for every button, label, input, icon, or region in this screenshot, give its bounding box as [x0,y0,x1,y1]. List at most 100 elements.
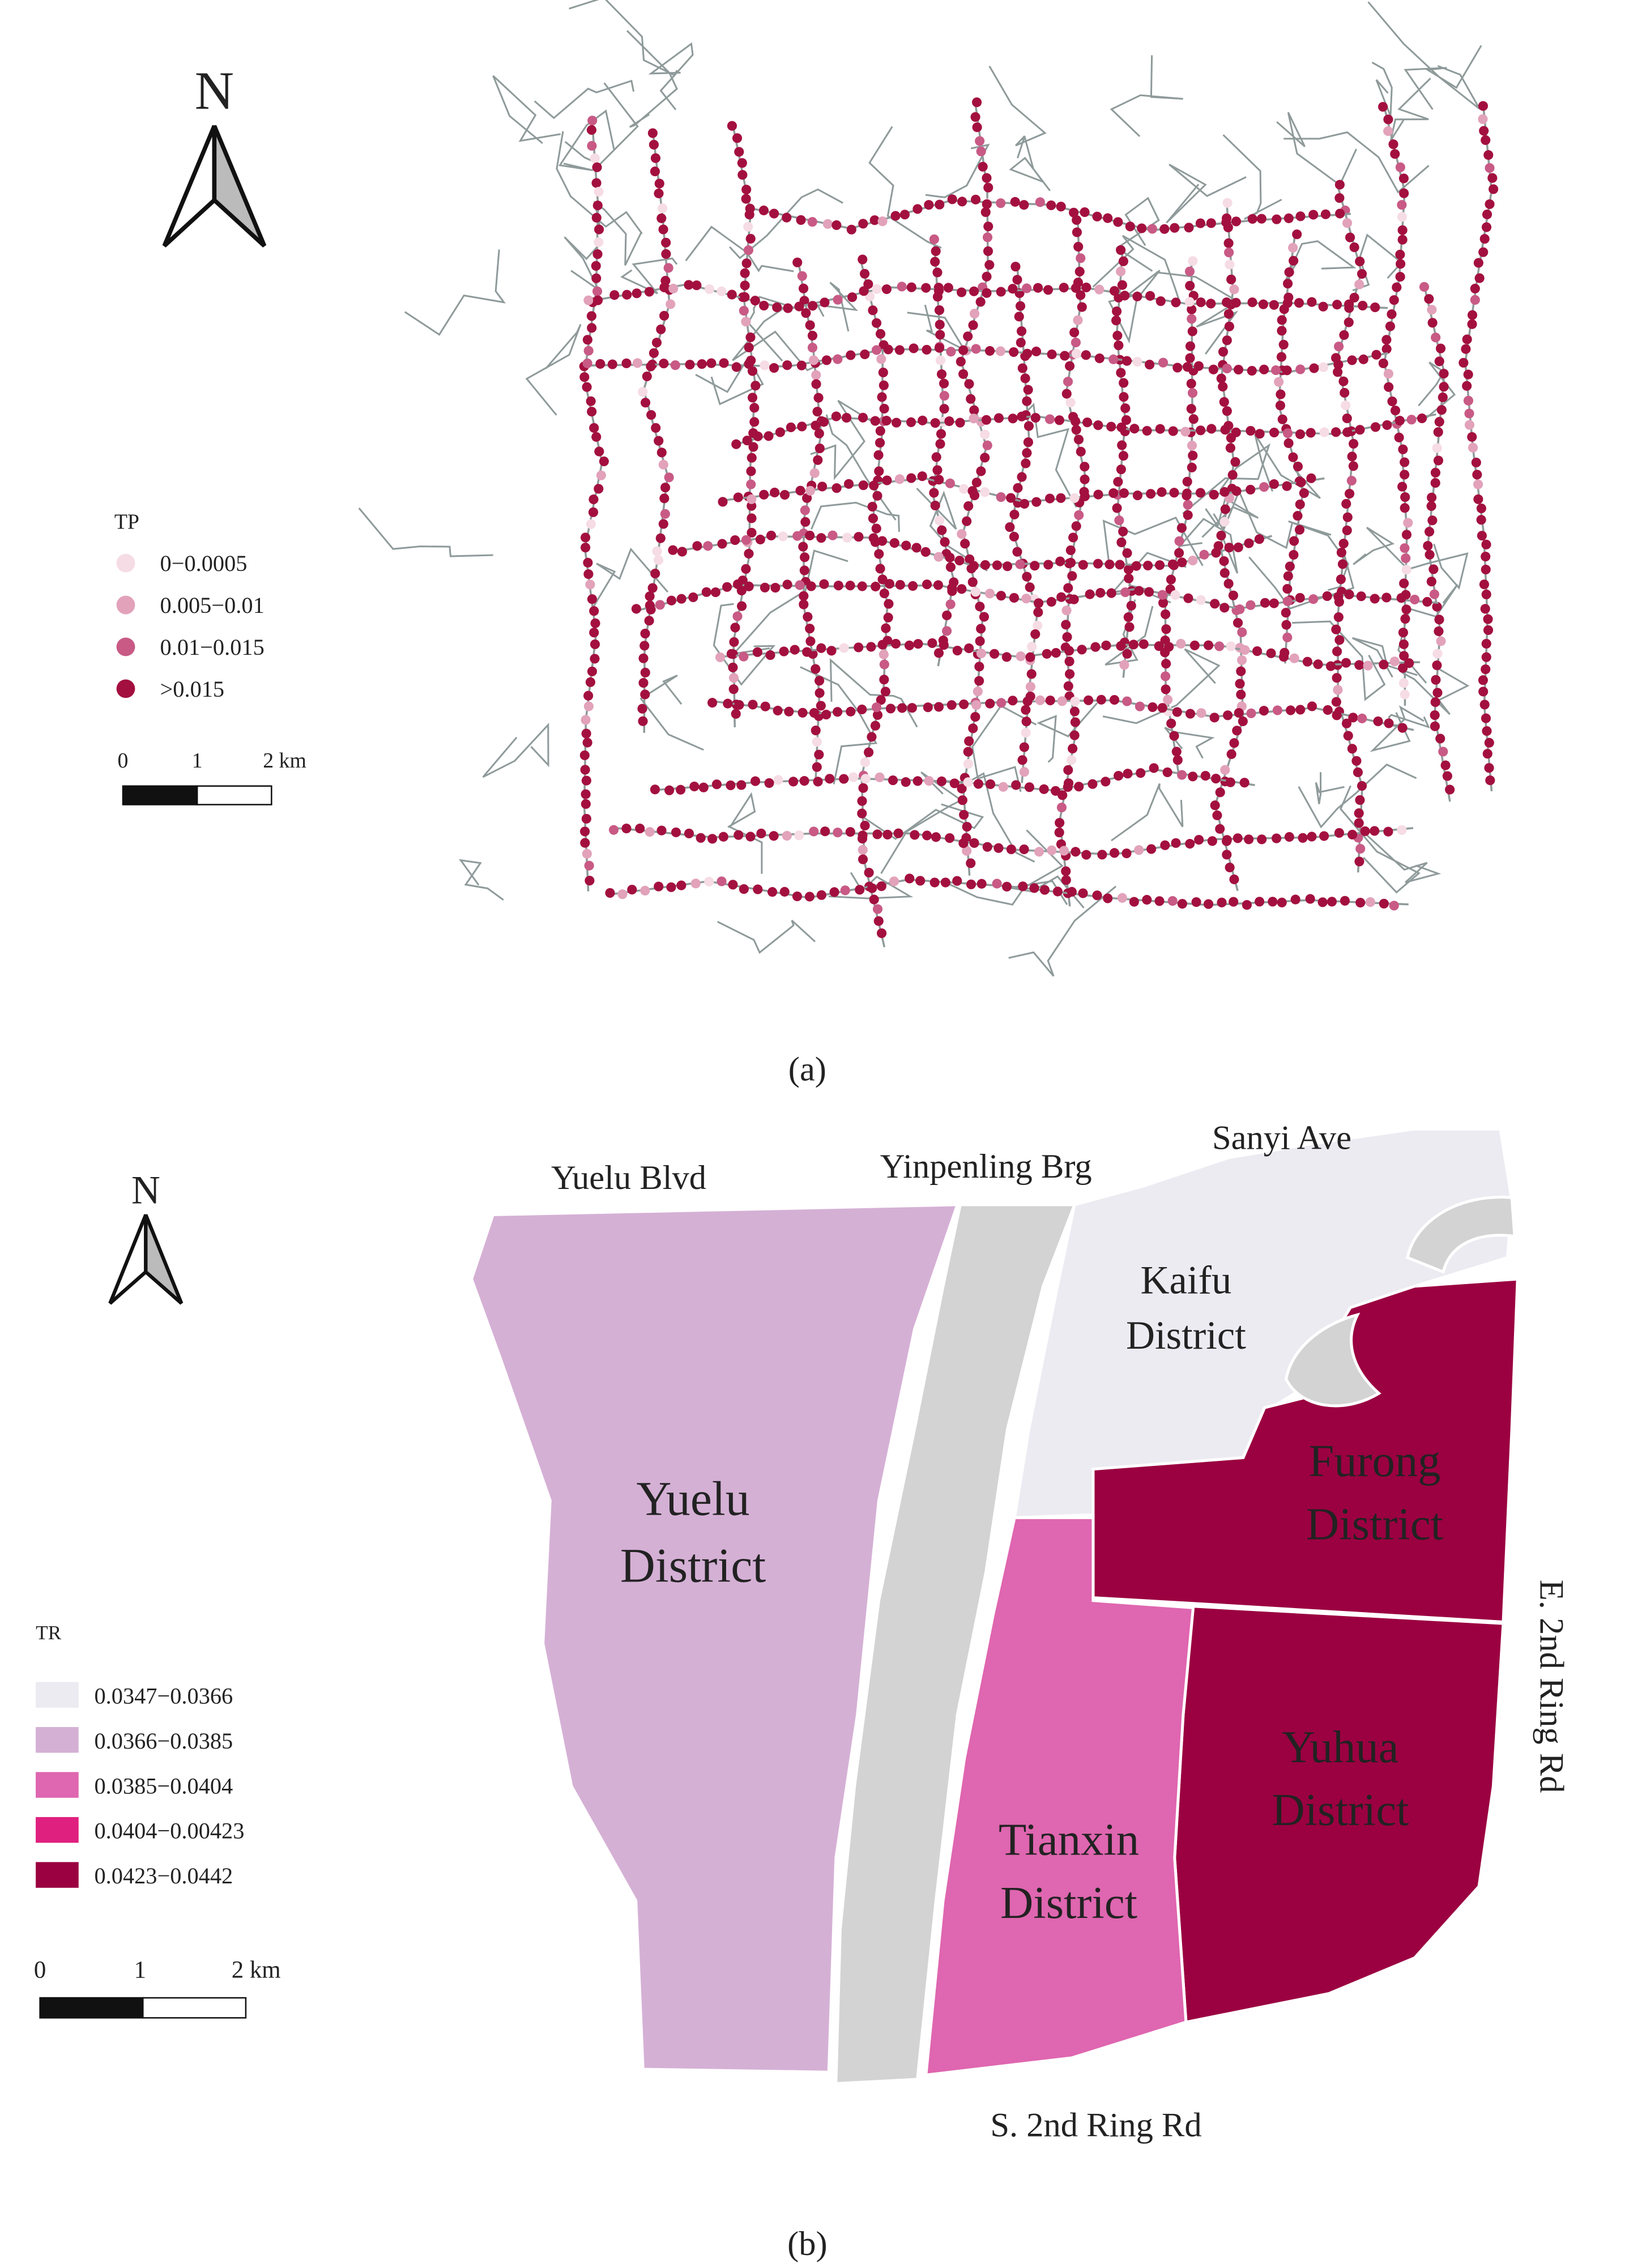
sample-point [585,876,595,886]
sample-point [1044,414,1055,424]
sample-point [858,830,868,841]
sample-point [924,776,934,786]
sample-point [728,662,738,672]
sample-point [795,580,805,590]
sample-point [582,737,592,748]
sample-point [1045,696,1055,706]
sample-point [1157,590,1167,600]
sample-point [642,371,652,381]
sample-point [1154,896,1165,906]
sample-point [1018,881,1028,892]
sample-point [668,283,679,294]
sample-point [1011,780,1021,790]
sample-point [980,429,990,440]
sample-point [1348,713,1358,723]
sample-point [745,203,755,214]
sample-point [1293,511,1303,521]
sample-point [1193,361,1204,371]
sample-point [1483,625,1494,636]
sample-point [1229,284,1239,295]
road [1164,727,1215,759]
sample-point [747,501,757,511]
sample-point [655,600,665,610]
sample-point [783,303,793,313]
sample-point [1400,689,1410,700]
sample-point [773,705,783,716]
sample-point [936,776,947,786]
sample-point [1081,850,1091,860]
sample-point [1106,421,1116,432]
sample-point [963,759,974,769]
sample-point [1344,488,1355,499]
sample-point [1124,573,1134,583]
sample-point [1071,416,1081,427]
sample-point [935,439,945,449]
sample-point [1073,315,1083,325]
sample-point [1209,713,1219,723]
sample-point [955,417,965,428]
sample-point [968,723,978,734]
sample-point [864,747,874,757]
road [1009,136,1051,191]
sample-point [658,519,668,529]
district-label: Yuelu [637,1472,750,1525]
sample-point [1206,424,1217,434]
sample-point [821,355,832,365]
sample-point [1470,295,1480,305]
sample-point [1254,534,1264,544]
sample-point [1080,462,1090,472]
sample-point [1403,518,1413,528]
sample-point [1196,297,1206,308]
sample-point [764,778,774,788]
sample-point [1166,718,1176,728]
sample-point [1481,664,1491,675]
sample-point [1157,487,1167,497]
sample-point [980,560,991,570]
sample-point [769,208,779,219]
sample-point [1116,537,1127,548]
sample-point [1398,678,1409,688]
sample-point [1012,547,1022,557]
sample-point [975,636,985,646]
sample-point [1256,214,1266,224]
sample-point [1282,365,1292,376]
sample-point [1299,488,1309,498]
sample-point [621,358,632,369]
scale-label: 1 [192,749,203,773]
sample-point [876,881,886,892]
sample-point [1101,777,1111,787]
sample-point [1195,488,1205,498]
road [534,79,635,120]
sample-point [1071,348,1082,359]
sample-point [922,579,932,590]
sample-point [1216,373,1226,383]
sample-point [1207,836,1217,846]
sample-point [1472,470,1482,480]
sample-point [1481,652,1491,662]
sample-point [814,688,825,698]
sample-point [1257,834,1267,845]
sample-point [1358,300,1368,311]
sample-point [1112,503,1122,513]
sample-point [594,484,604,494]
sample-point [1357,713,1367,723]
sample-point [866,642,876,652]
sample-point [730,535,740,545]
sample-point [599,456,609,467]
sample-point [1233,364,1244,375]
sample-point [1055,817,1065,828]
road-label: S. 2nd Ring Rd [990,2107,1201,2145]
sample-point [814,676,825,686]
sample-point [847,292,858,302]
sample-point [1061,866,1071,876]
sample-point [710,587,720,598]
sample-point [1274,377,1284,387]
sample-point [1340,896,1350,906]
road [1111,783,1184,842]
sample-point [1363,660,1373,671]
sample-point [1174,548,1184,558]
sample-point [1136,768,1146,778]
sample-point [592,286,603,296]
sample-point [1236,689,1246,700]
sample-point [1344,589,1354,599]
